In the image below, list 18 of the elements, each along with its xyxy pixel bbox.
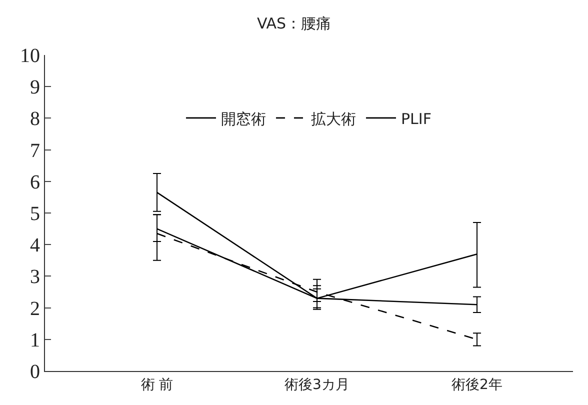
y-tick-label: 7 <box>30 140 40 162</box>
x-tick-label: 術 前 <box>140 376 174 393</box>
y-tick-label: 9 <box>30 76 40 99</box>
y-tick-label: 8 <box>30 108 40 130</box>
chart-title: VAS：腰痛 <box>256 14 332 33</box>
legend-label: 拡大術 <box>311 110 356 128</box>
y-tick-label: 2 <box>30 298 40 320</box>
y-tick-label: 4 <box>30 234 40 257</box>
y-tick-label: 3 <box>30 266 40 288</box>
legend-label: 開窓術 <box>221 110 266 128</box>
y-tick-label: 0 <box>30 361 40 383</box>
y-tick-label: 5 <box>30 203 40 225</box>
y-tick-label: 6 <box>30 171 40 194</box>
y-tick-label: 10 <box>20 45 40 67</box>
x-tick-label: 術後2年 <box>452 376 502 393</box>
x-tick-label: 術後3カ月 <box>284 376 350 393</box>
y-tick-label: 1 <box>30 329 40 352</box>
legend-label: PLIF <box>401 110 432 128</box>
